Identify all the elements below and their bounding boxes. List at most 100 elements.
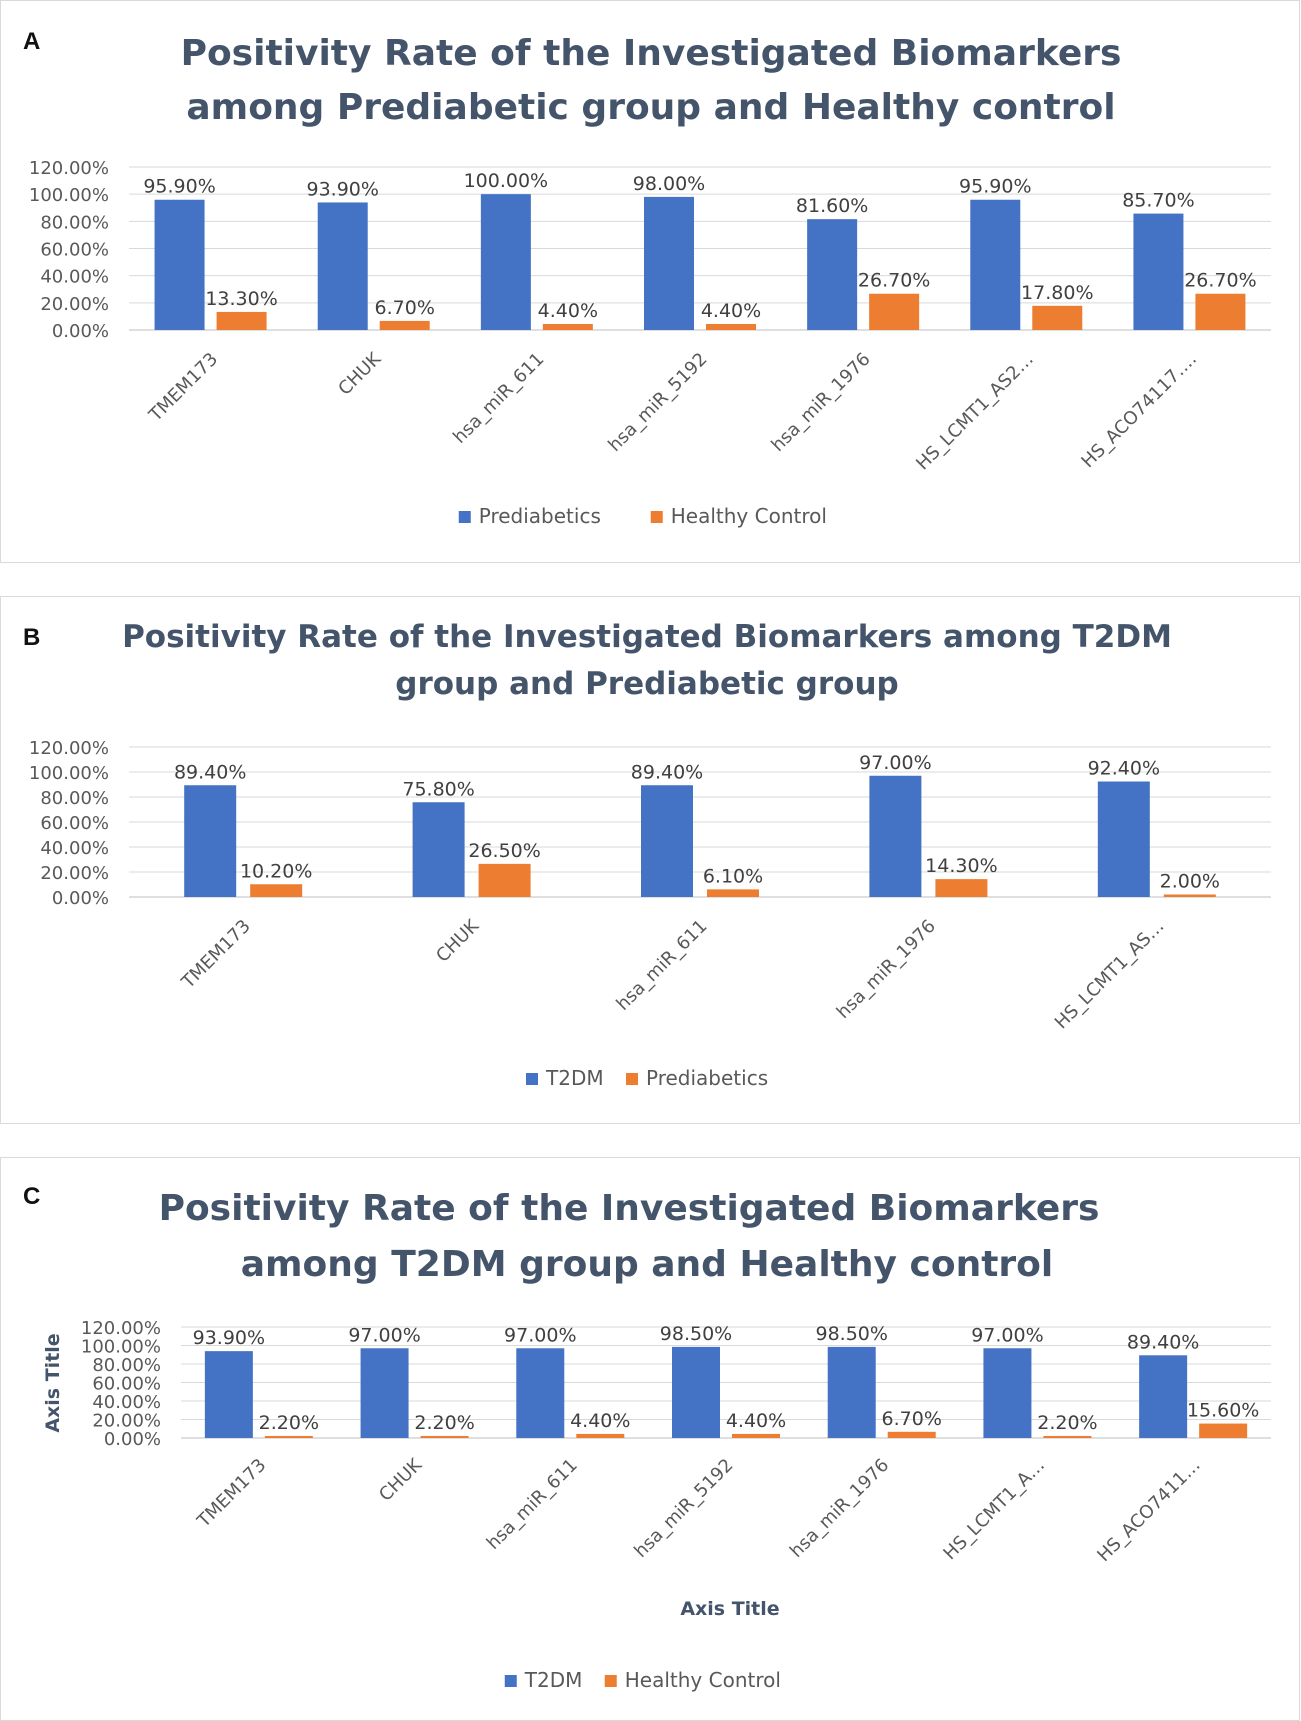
y-tick-label: 60.00% [40, 240, 109, 261]
y-tick-label: 20.00% [40, 294, 109, 315]
y-tick-label: 40.00% [92, 1392, 161, 1413]
bar-healthy-control [216, 311, 267, 330]
data-label: 15.60% [1187, 1400, 1259, 1422]
y-tick-label: 100.00% [81, 1337, 161, 1358]
y-axis-title: Axis Title [42, 1333, 64, 1432]
y-tick-label: 80.00% [40, 788, 109, 809]
chart-title-line-2: group and Prediabetic group [395, 666, 898, 702]
y-axis: 0.00%20.00%40.00%60.00%80.00%100.00%120.… [81, 1318, 161, 1450]
data-label: 92.40% [1088, 758, 1160, 780]
y-tick-label: 0.00% [104, 1429, 161, 1450]
bar-t2dm [360, 1348, 409, 1438]
legend: Prediabetics Healthy Control [458, 504, 827, 528]
bar-prediabetics [644, 196, 694, 330]
bar-healthy-control [1032, 305, 1083, 330]
bar-prediabetics [970, 199, 1021, 330]
chart-title-line-2: among T2DM group and Healthy control [241, 1244, 1053, 1285]
data-label: 10.20% [240, 860, 312, 882]
x-axis: TMEM173 CHUK hsa_miR_611 hsa_miR_5192 hsa_mi… [193, 1454, 1205, 1566]
data-label: 89.40% [1127, 1331, 1199, 1353]
bars: 95.90% 13.30% 93.90% 6.70% 100.00% 4.40% 98.00… [143, 170, 1257, 330]
data-label: 17.80% [1021, 282, 1093, 304]
legend-label: Healthy Control [625, 1668, 781, 1692]
bars: 93.90% 2.20% 97.00% 2.20% 97.00% 4.40% 98.50% 4… [193, 1323, 1259, 1438]
data-label: 97.00% [859, 752, 931, 774]
panel-label: C [23, 1183, 40, 1210]
data-label: 2.20% [1037, 1412, 1097, 1434]
x-tick-label: HS_LCMT1_AS… [1051, 916, 1169, 1034]
data-label: 97.00% [348, 1324, 420, 1346]
data-label: 14.30% [925, 855, 997, 877]
bar-healthy-control [379, 320, 430, 330]
legend-label: T2DM [524, 1668, 583, 1692]
panel-label: A [23, 28, 40, 55]
data-label: 81.60% [796, 195, 868, 217]
y-tick-label: 60.00% [92, 1374, 161, 1395]
data-label: 26.50% [468, 840, 540, 862]
data-label: 98.50% [815, 1323, 887, 1345]
bar-healthy-control [732, 1433, 780, 1438]
x-axis: TMEM173 CHUK hsa_miR_611 hsa_miR_5192 hsa_mi… [144, 348, 1200, 475]
bar-t2dm [641, 785, 693, 897]
data-label: 75.80% [402, 778, 474, 800]
bar-t2dm [1139, 1355, 1188, 1438]
chart-a-svg: A Positivity Rate of the Investigated Bi… [23, 28, 1271, 528]
x-tick-label: hsa_miR_1976 [767, 349, 874, 456]
data-label: 2.20% [259, 1412, 319, 1434]
y-axis: 0.00%20.00%40.00%60.00%80.00%100.00%120.… [29, 738, 109, 909]
legend-swatch [650, 511, 663, 523]
data-label: 6.70% [375, 297, 435, 319]
bar-healthy-control [1043, 1435, 1092, 1438]
chart-c-svg: C Positivity Rate of the Investigated Bi… [23, 1183, 1271, 1692]
x-tick-label: HS_LCMT1_AS2… [912, 349, 1038, 475]
bar-t2dm [983, 1348, 1032, 1438]
y-tick-label: 80.00% [92, 1355, 161, 1376]
y-tick-label: 60.00% [40, 813, 109, 834]
bar-t2dm [869, 775, 922, 897]
data-label: 2.00% [1160, 871, 1220, 893]
y-tick-label: 100.00% [29, 185, 109, 206]
data-label: 97.00% [504, 1324, 576, 1346]
legend-swatch [604, 1675, 617, 1687]
x-axis: TMEM173 CHUK hsa_miR_611 hsa_miR_1976 HS_LCM… [177, 915, 1168, 1033]
x-tick-label: TMEM173 [177, 916, 255, 994]
chart-panel-b: B Positivity Rate of the Investigated Bi… [0, 596, 1300, 1124]
bar-prediabetics [250, 884, 303, 897]
y-axis: 0.00% 20.00% 40.00% 60.00% 80.00% 100.00% 120.… [29, 158, 109, 342]
x-tick-label: hsa_miR_1976 [786, 1455, 893, 1562]
data-label: 89.40% [631, 761, 703, 783]
data-label: 95.90% [959, 176, 1031, 198]
x-axis-title: Axis Title [680, 1598, 779, 1620]
y-tick-label: 20.00% [92, 1411, 161, 1432]
bar-healthy-control [1195, 293, 1246, 330]
data-label: 26.70% [858, 270, 930, 292]
x-tick-label: hsa_miR_611 [449, 349, 548, 448]
y-tick-label: 80.00% [40, 212, 109, 233]
data-label: 98.50% [660, 1323, 732, 1345]
x-tick-label: TMEM173 [193, 1455, 271, 1533]
x-tick-label: hsa_miR_5192 [630, 1455, 737, 1562]
legend: T2DM Healthy Control [504, 1668, 781, 1692]
data-label: 85.70% [1122, 190, 1194, 212]
data-label: 4.40% [701, 300, 761, 322]
y-tick-label: 0.00% [52, 321, 109, 342]
bar-healthy-control [887, 1431, 936, 1438]
data-label: 93.90% [193, 1327, 265, 1349]
legend-label: T2DM [545, 1066, 604, 1090]
bar-prediabetics [317, 202, 368, 330]
legend-swatch [504, 1675, 517, 1687]
gridlines [129, 746, 1271, 898]
bar-healthy-control [542, 324, 593, 330]
legend-label: Prediabetics [646, 1066, 768, 1090]
data-label: 6.70% [882, 1408, 942, 1430]
bar-healthy-control [576, 1433, 625, 1438]
chart-title-line-1: Positivity Rate of the Investigated Biom… [181, 33, 1122, 74]
bar-healthy-control [420, 1435, 469, 1438]
x-tick-label: HS_ACO7411… [1093, 1455, 1204, 1566]
data-label: 26.70% [1184, 270, 1256, 292]
data-label: 100.00% [464, 170, 549, 192]
bar-prediabetics [480, 194, 531, 330]
y-tick-label: 40.00% [40, 267, 109, 288]
bar-prediabetics [1133, 213, 1184, 330]
y-tick-label: 120.00% [29, 158, 109, 179]
